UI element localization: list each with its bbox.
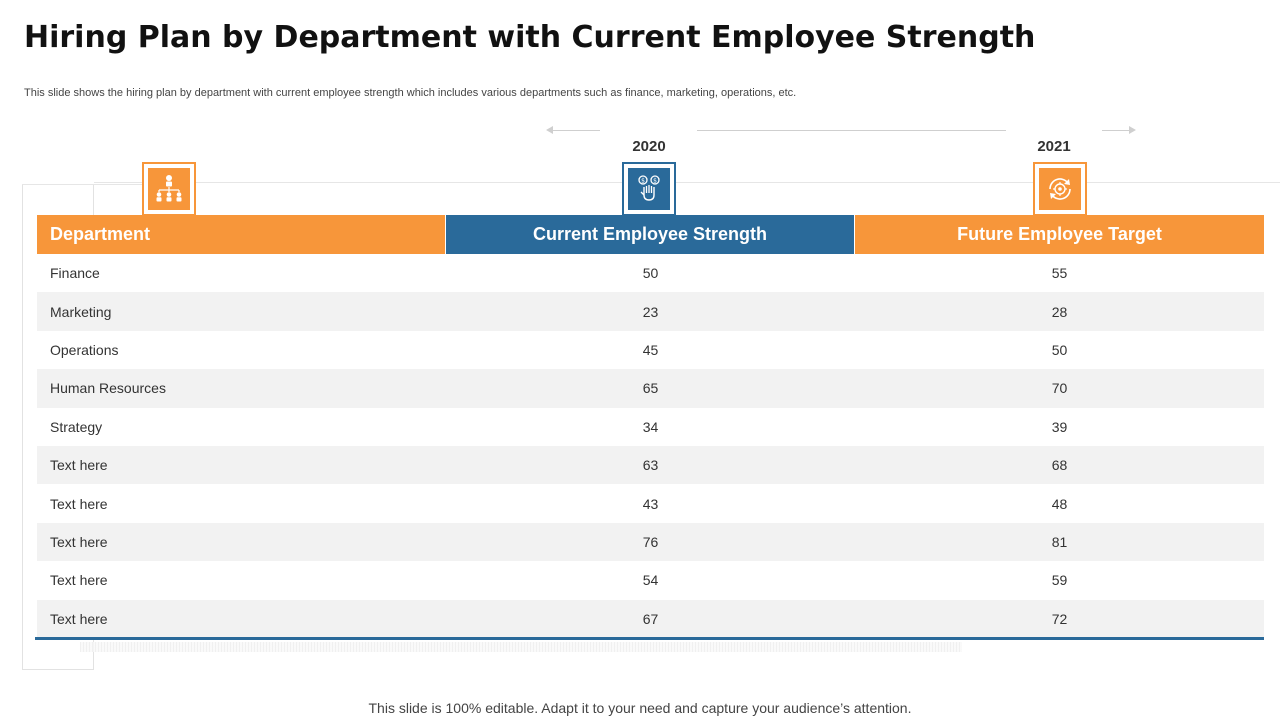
timeline-arrow-left-icon [546,126,553,134]
page-subtitle: This slide shows the hiring plan by depa… [24,87,797,99]
current-strength-cell: 45 [642,341,659,358]
current-strength-icon-box: $ $ [622,162,676,216]
org-chart-icon [156,175,182,202]
future-target-cell: 68 [1051,457,1068,474]
current-strength-cell: 34 [642,418,659,435]
table-row: Text here 76 81 [37,522,1264,562]
future-target-cell: 28 [1051,303,1068,320]
department-icon-box [142,162,196,216]
timeline-line [697,130,1006,131]
svg-text:$: $ [641,178,645,185]
current-strength-cell: 23 [642,303,659,320]
table-bottom-border [35,637,1264,640]
header-current-strength: Current Employee Strength [446,215,855,254]
current-strength-cell: 67 [642,610,659,627]
future-target-icon-box [1033,162,1087,216]
header-department: Department [37,215,446,254]
table-row: Text here 54 59 [37,561,1264,600]
table-row: Finance 50 55 [37,254,1264,293]
table-row: Strategy 34 39 [37,407,1264,446]
decorative-frame-line [22,184,142,185]
header-future-target: Future Employee Target [855,215,1264,254]
hiring-plan-table: Department Current Employee Strength Fut… [37,215,1264,638]
department-cell: Text here [50,457,108,474]
timeline-arrow-right-icon [1129,126,1136,134]
current-strength-cell: 50 [642,265,659,282]
department-cell: Text here [50,572,108,589]
department-cell: Marketing [50,303,112,320]
future-target-cell: 48 [1051,495,1068,512]
current-strength-cell: 76 [642,533,659,550]
future-target-cell: 39 [1051,418,1068,435]
department-cell: Operations [50,341,119,358]
page-title: Hiring Plan by Department with Current E… [24,20,1036,55]
future-target-cell: 59 [1051,572,1068,589]
future-target-cell: 81 [1051,533,1068,550]
table-header-row: Department Current Employee Strength Fut… [37,215,1264,254]
future-target-cell: 50 [1051,341,1068,358]
table-row: Text here 67 72 [37,599,1264,638]
department-cell: Strategy [50,418,103,435]
year-2021-label: 2021 [1037,138,1071,155]
department-cell: Text here [50,610,108,627]
table-body: Finance 50 55 Marketing 23 28 Operations… [37,254,1264,638]
table-row: Text here 43 48 [37,484,1264,523]
timeline-line [1102,130,1130,131]
current-strength-cell: 65 [642,380,659,397]
timeline-line [552,130,600,131]
current-strength-cell: 63 [642,457,659,474]
future-target-cell: 72 [1051,610,1068,627]
table-row: Marketing 23 28 [37,292,1264,331]
table-shadow [80,642,962,652]
hand-coins-icon: $ $ [638,175,660,201]
current-strength-cell: 43 [642,495,659,512]
decorative-frame-line [94,182,1280,183]
svg-text:$: $ [653,178,657,185]
current-strength-cell: 54 [642,572,659,589]
table-row: Text here 63 68 [37,445,1264,485]
future-target-cell: 55 [1051,265,1068,282]
target-cycle-icon [1049,178,1071,200]
footer-note: This slide is 100% editable. Adapt it to… [368,700,912,716]
department-cell: Text here [50,495,108,512]
table-row: Human Resources 65 70 [37,369,1264,408]
table-row: Operations 45 50 [37,330,1264,370]
year-2020-label: 2020 [632,138,666,155]
department-cell: Text here [50,533,108,550]
future-target-cell: 70 [1051,380,1068,397]
department-cell: Finance [50,265,100,282]
department-cell: Human Resources [50,380,166,397]
